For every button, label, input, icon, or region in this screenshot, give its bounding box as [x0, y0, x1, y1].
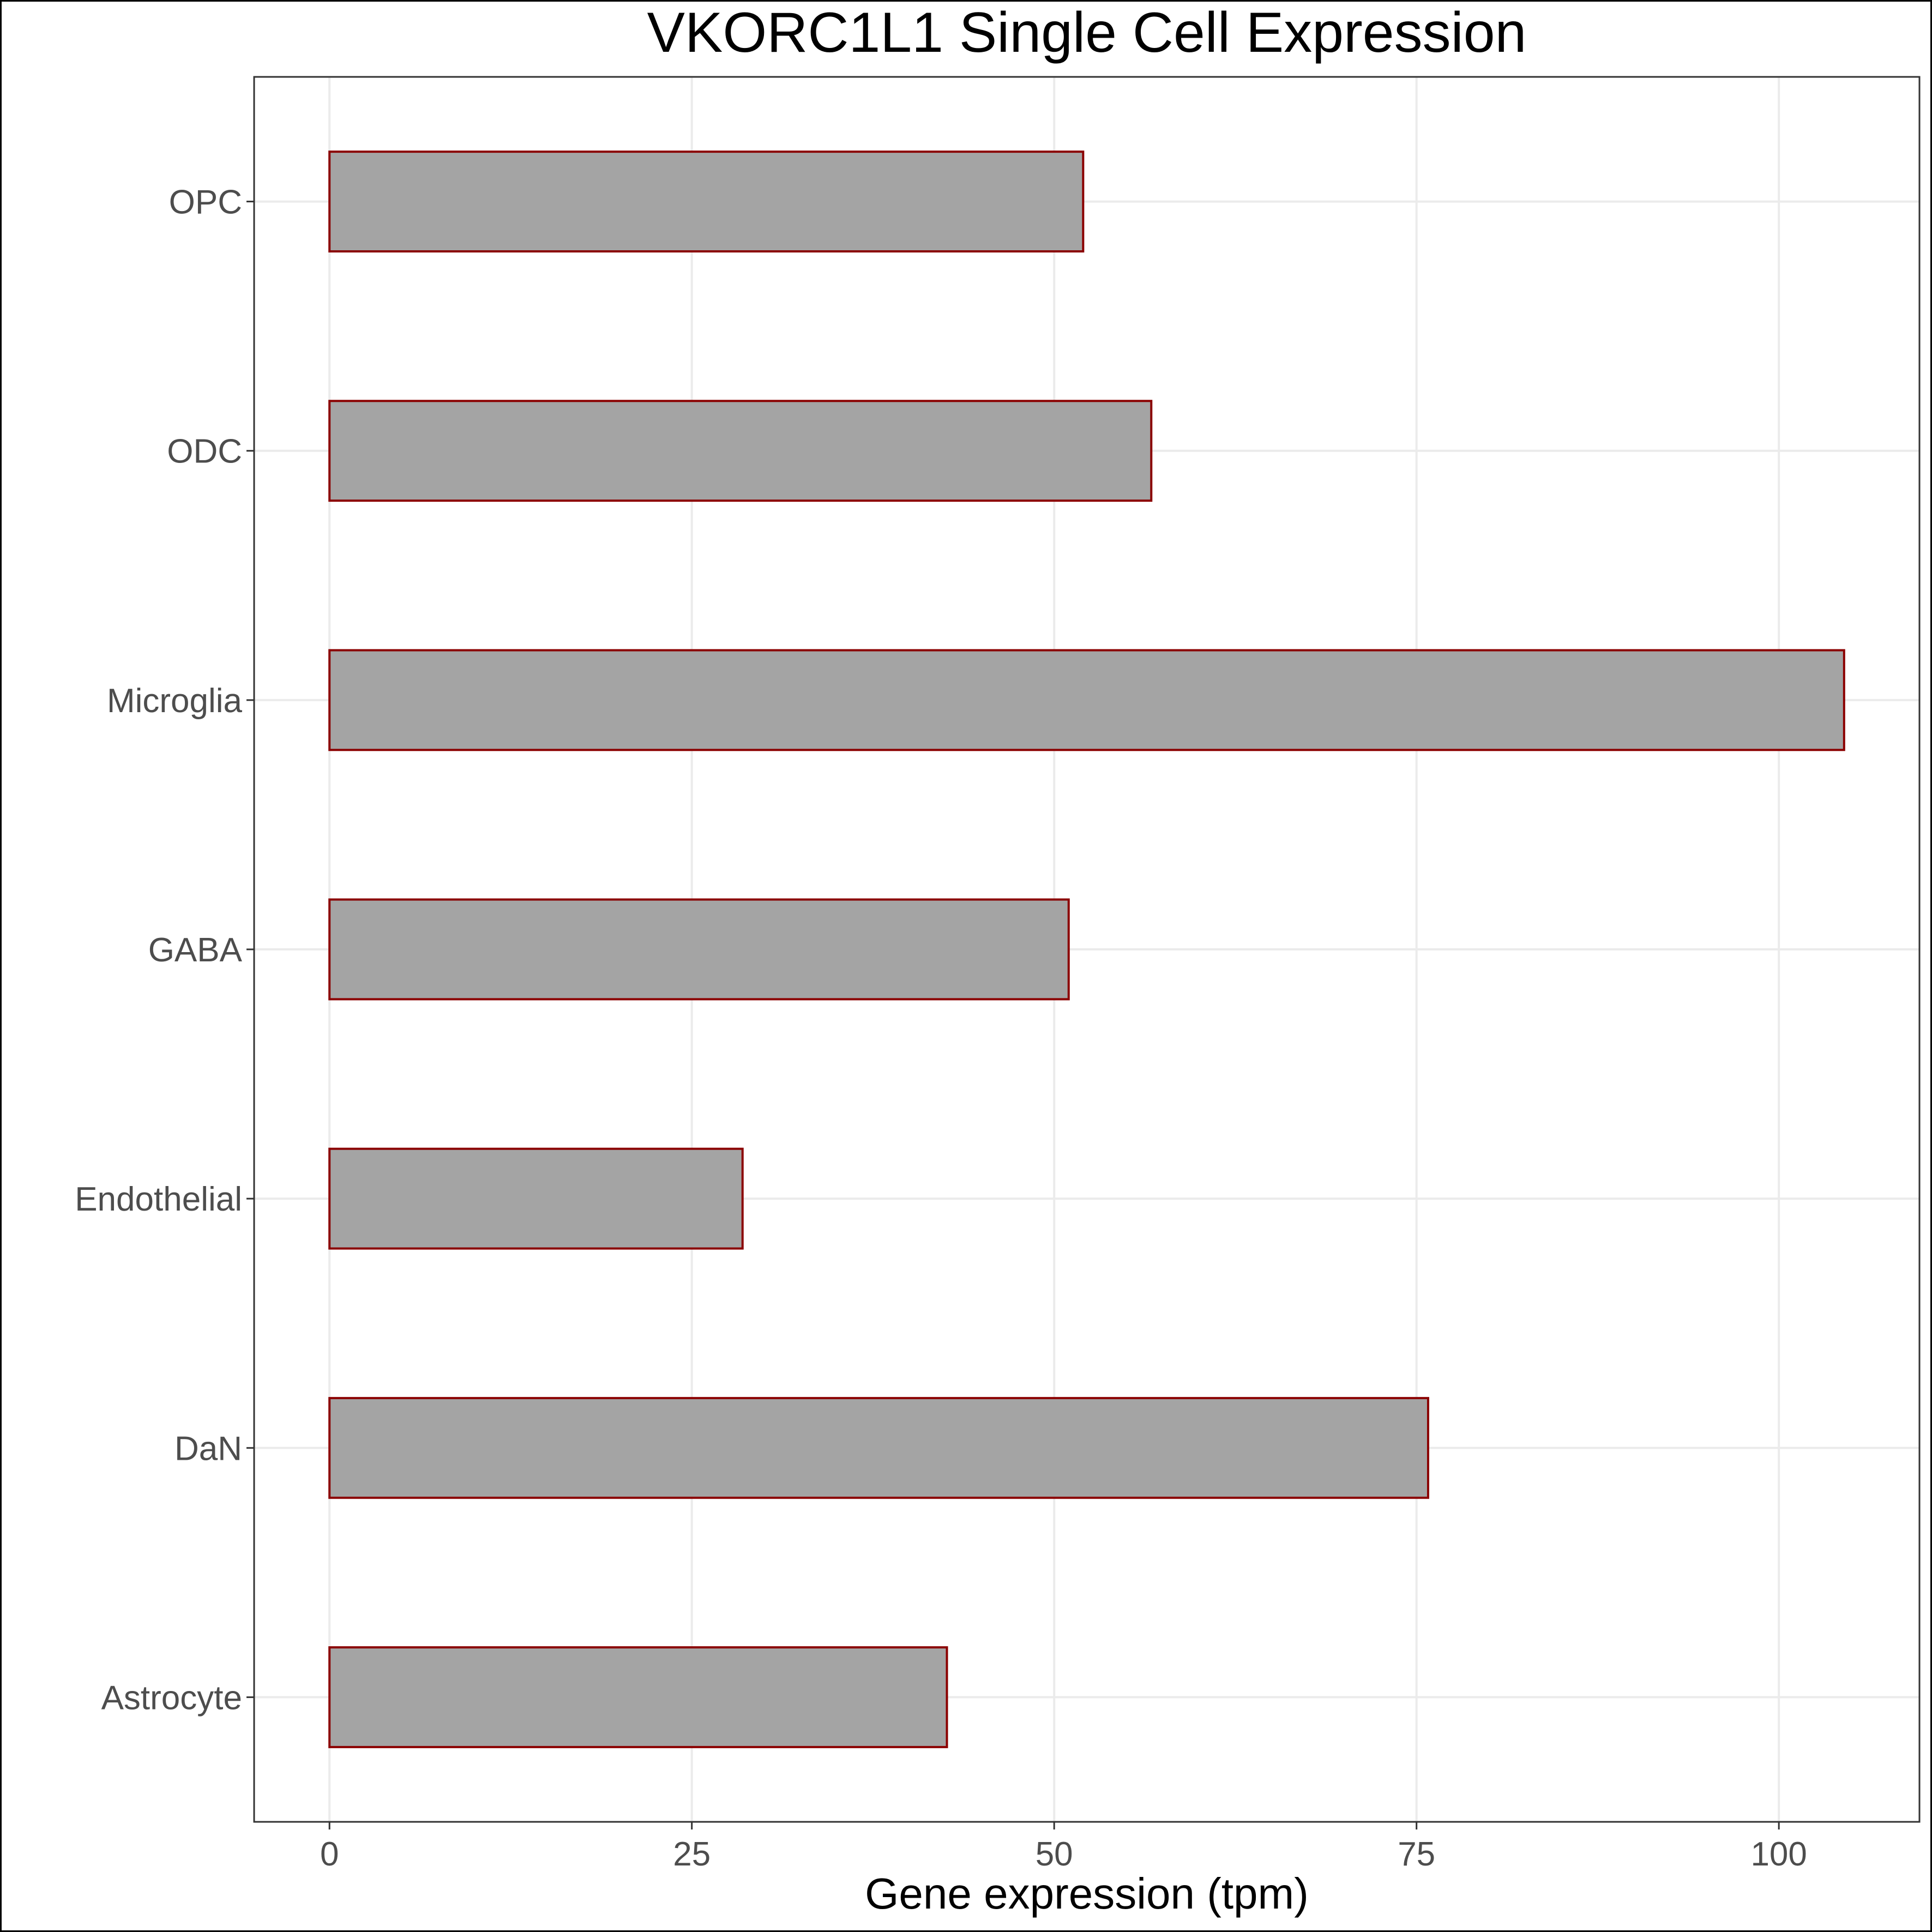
bar-opc — [328, 151, 1085, 252]
bar-layer — [328, 151, 1845, 1748]
y-tick-label: Astrocyte — [101, 1679, 242, 1717]
bar-dan — [328, 1397, 1429, 1499]
bar-endothelial — [328, 1147, 744, 1250]
x-axis: 0 25 50 75 100 — [320, 1822, 1807, 1873]
y-axis: Astrocyte DaN Endothelial GABA Microglia ODC O… — [75, 184, 254, 1717]
bar-astrocyte — [328, 1646, 948, 1748]
y-tick-label: Endothelial — [75, 1181, 242, 1218]
y-tick-label: GABA — [148, 931, 243, 969]
y-tick-label: OPC — [169, 184, 242, 221]
chart-title: VKORC1L1 Single Cell Expression — [647, 1, 1527, 64]
x-tick-label: 75 — [1398, 1835, 1435, 1873]
bar-gaba — [328, 898, 1070, 1001]
x-tick-label: 50 — [1036, 1835, 1073, 1873]
x-tick-label: 0 — [320, 1835, 339, 1873]
x-tick-label: 25 — [673, 1835, 711, 1873]
y-tick-label: DaN — [174, 1430, 242, 1467]
y-tick-label: ODC — [167, 433, 242, 471]
x-tick-label: 100 — [1750, 1835, 1807, 1873]
bar-microglia — [328, 649, 1845, 751]
x-axis-label: Gene expression (tpm) — [865, 1869, 1309, 1918]
bar-odc — [328, 400, 1153, 502]
y-tick-label: Microglia — [107, 682, 243, 720]
